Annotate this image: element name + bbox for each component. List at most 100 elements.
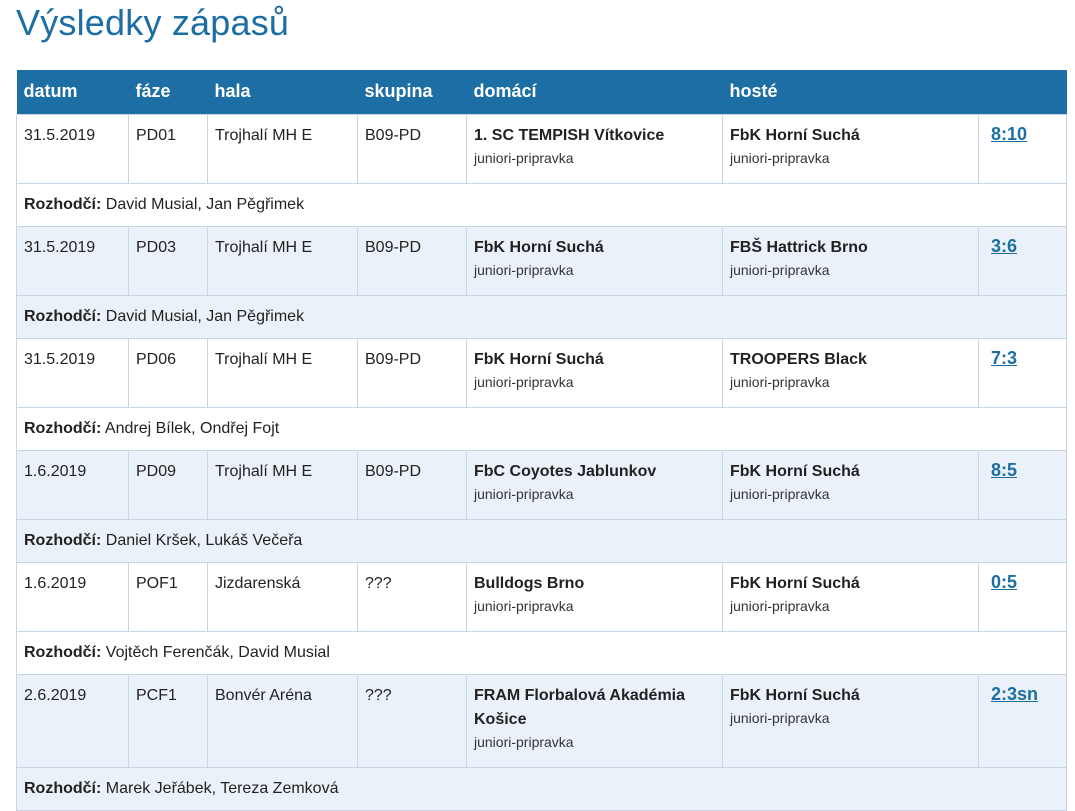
score-cell: 2:3sn — [978, 673, 1067, 768]
column-header-score — [978, 70, 1067, 114]
match-row: 31.5.2019 PD06 Trojhalí MH E B09-PD FbK … — [16, 337, 1067, 408]
home-team-cell: FRAM Florbalová Akadémia Košice juniori-… — [466, 673, 723, 768]
referee-cell: Rozhodčí: David Musial, Jan Pěgřimek — [16, 182, 1067, 227]
referee-label: Rozhodčí: — [24, 531, 102, 549]
home-team-name: FbC Coyotes Jablunkov — [474, 462, 657, 480]
column-header-skupina: skupina — [357, 70, 467, 114]
away-team-name: TROOPERS Black — [730, 350, 867, 368]
away-team-name: FbK Horní Suchá — [730, 574, 860, 592]
home-team-cell: FbK Horní Suchá juniori-pripravka — [466, 225, 723, 296]
match-group: B09-PD — [357, 337, 467, 408]
home-team-category: juniori-pripravka — [474, 597, 574, 614]
away-team-name: FbK Horní Suchá — [730, 126, 860, 144]
home-team-name: Bulldogs Brno — [474, 574, 585, 592]
referee-label: Rozhodčí: — [24, 779, 102, 797]
score-cell: 8:10 — [978, 113, 1067, 184]
score-link[interactable]: 7:3 — [991, 347, 1018, 368]
page-title: Výsledky zápasů — [16, 2, 290, 43]
referee-label: Rozhodčí: — [24, 643, 102, 661]
away-team-category: juniori-pripravka — [730, 597, 830, 614]
match-row: 1.6.2019 PD09 Trojhalí MH E B09-PD FbC C… — [16, 449, 1067, 520]
home-team-category: juniori-pripravka — [474, 261, 574, 278]
referee-cell: Rozhodčí: David Musial, Jan Pěgřimek — [16, 294, 1067, 339]
score-link[interactable]: 2:3sn — [991, 683, 1039, 704]
match-date: 31.5.2019 — [16, 225, 129, 296]
away-team-cell: FbK Horní Suchá juniori-pripravka — [722, 449, 979, 520]
away-team-category: juniori-pripravka — [730, 149, 830, 166]
home-team-cell: FbK Horní Suchá juniori-pripravka — [466, 337, 723, 408]
home-team-name: FbK Horní Suchá — [474, 238, 604, 256]
referee-names: Marek Jeřábek, Tereza Zemková — [105, 779, 339, 797]
home-team-name: 1. SC TEMPISH Vítkovice — [474, 126, 665, 144]
match-group: ??? — [357, 673, 467, 768]
home-team-category: juniori-pripravka — [474, 149, 574, 166]
away-team-cell: FbK Horní Suchá juniori-pripravka — [722, 561, 979, 632]
column-header-datum: datum — [16, 70, 129, 114]
match-row: 2.6.2019 PCF1 Bonvér Aréna ??? FRAM Flor… — [16, 673, 1067, 768]
referee-row: Rozhodčí: David Musial, Jan Pěgřimek — [16, 294, 1067, 339]
referee-row: Rozhodčí: Andrej Bílek, Ondřej Fojt — [16, 406, 1067, 451]
home-team-category: juniori-pripravka — [474, 373, 574, 390]
column-header-hala: hala — [207, 70, 358, 114]
match-row: 31.5.2019 PD03 Trojhalí MH E B09-PD FbK … — [16, 225, 1067, 296]
match-row: 1.6.2019 POF1 Jizdarenská ??? Bulldogs B… — [16, 561, 1067, 632]
match-phase: PD03 — [128, 225, 208, 296]
referee-cell: Rozhodčí: Daniel Kršek, Lukáš Večeřa — [16, 518, 1067, 563]
referee-names: David Musial, Jan Pěgřimek — [105, 195, 305, 213]
match-date: 1.6.2019 — [16, 561, 129, 632]
away-team-category: juniori-pripravka — [730, 485, 830, 502]
away-team-category: juniori-pripravka — [730, 709, 830, 726]
home-team-name: FRAM Florbalová Akadémia Košice — [474, 686, 686, 728]
referee-row: Rozhodčí: Vojtěch Ferenčák, David Musial — [16, 630, 1067, 675]
away-team-cell: TROOPERS Black juniori-pripravka — [722, 337, 979, 408]
away-team-cell: FbK Horní Suchá juniori-pripravka — [722, 113, 979, 184]
away-team-name: FbK Horní Suchá — [730, 462, 860, 480]
match-phase: POF1 — [128, 561, 208, 632]
home-team-cell: FbC Coyotes Jablunkov juniori-pripravka — [466, 449, 723, 520]
referee-label: Rozhodčí: — [24, 419, 102, 437]
score-cell: 0:5 — [978, 561, 1067, 632]
referee-row: Rozhodčí: Marek Jeřábek, Tereza Zemková — [16, 766, 1067, 811]
match-date: 2.6.2019 — [16, 673, 129, 768]
score-link[interactable]: 3:6 — [991, 235, 1018, 256]
referee-names: David Musial, Jan Pěgřimek — [105, 307, 305, 325]
match-phase: PCF1 — [128, 673, 208, 768]
away-team-name: FbK Horní Suchá — [730, 686, 860, 704]
home-team-name: FbK Horní Suchá — [474, 350, 604, 368]
home-team-category: juniori-pripravka — [474, 485, 574, 502]
match-hall: Trojhalí MH E — [207, 449, 358, 520]
match-row: 31.5.2019 PD01 Trojhalí MH E B09-PD 1. S… — [16, 113, 1067, 184]
score-link[interactable]: 0:5 — [991, 571, 1018, 592]
score-cell: 3:6 — [978, 225, 1067, 296]
referee-row: Rozhodčí: Daniel Kršek, Lukáš Večeřa — [16, 518, 1067, 563]
table-header-row: datum fáze hala skupina domácí hosté — [16, 70, 1067, 114]
score-cell: 7:3 — [978, 337, 1067, 408]
referee-cell: Rozhodčí: Vojtěch Ferenčák, David Musial — [16, 630, 1067, 675]
away-team-cell: FbK Horní Suchá juniori-pripravka — [722, 673, 979, 768]
away-team-category: juniori-pripravka — [730, 373, 830, 390]
match-date: 31.5.2019 — [16, 337, 129, 408]
away-team-name: FBŠ Hattrick Brno — [730, 238, 868, 256]
referee-names: Vojtěch Ferenčák, David Musial — [105, 643, 330, 661]
column-header-faze: fáze — [128, 70, 208, 114]
match-date: 1.6.2019 — [16, 449, 129, 520]
referee-cell: Rozhodčí: Marek Jeřábek, Tereza Zemková — [16, 766, 1067, 811]
match-group: B09-PD — [357, 113, 467, 184]
match-group: B09-PD — [357, 225, 467, 296]
match-group: B09-PD — [357, 449, 467, 520]
home-team-cell: Bulldogs Brno juniori-pripravka — [466, 561, 723, 632]
match-hall: Jizdarenská — [207, 561, 358, 632]
column-header-domaci: domácí — [466, 70, 723, 114]
home-team-cell: 1. SC TEMPISH Vítkovice juniori-pripravk… — [466, 113, 723, 184]
score-link[interactable]: 8:5 — [991, 459, 1018, 480]
score-cell: 8:5 — [978, 449, 1067, 520]
match-results-table: datum fáze hala skupina domácí hosté 31.… — [16, 70, 1067, 811]
match-phase: PD06 — [128, 337, 208, 408]
column-header-hoste: hosté — [722, 70, 979, 114]
score-link[interactable]: 8:10 — [991, 123, 1028, 144]
away-team-category: juniori-pripravka — [730, 261, 830, 278]
match-date: 31.5.2019 — [16, 113, 129, 184]
match-phase: PD09 — [128, 449, 208, 520]
referee-names: Daniel Kršek, Lukáš Večeřa — [105, 531, 303, 549]
match-hall: Trojhalí MH E — [207, 225, 358, 296]
